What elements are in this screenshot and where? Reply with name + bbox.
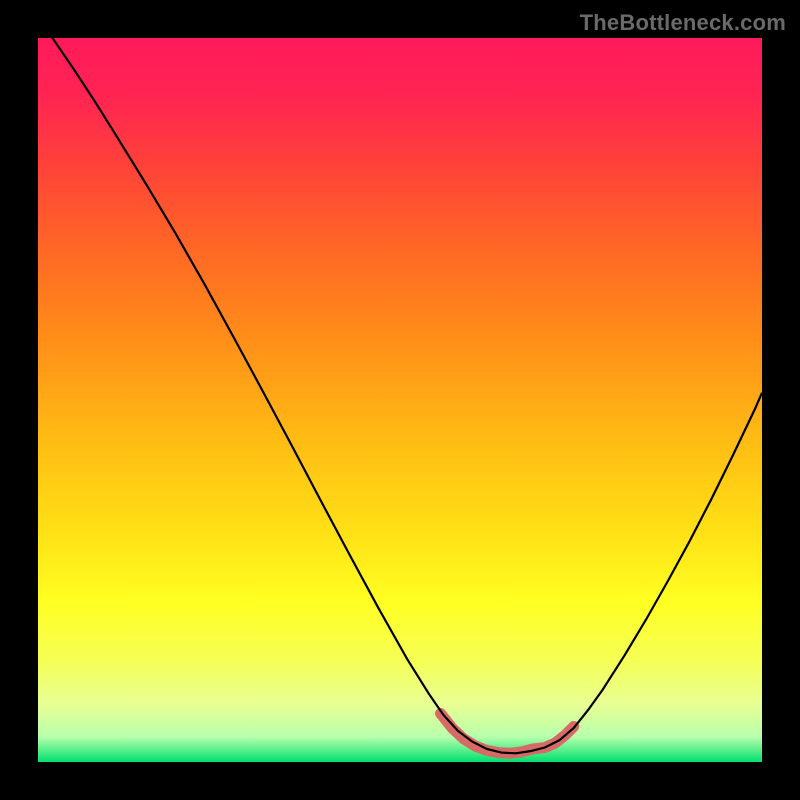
watermark-label: TheBottleneck.com	[580, 10, 786, 36]
gradient-background	[38, 38, 762, 762]
chart-root: { "watermark": { "text": "TheBottleneck.…	[0, 0, 800, 800]
chart-canvas	[0, 0, 800, 800]
